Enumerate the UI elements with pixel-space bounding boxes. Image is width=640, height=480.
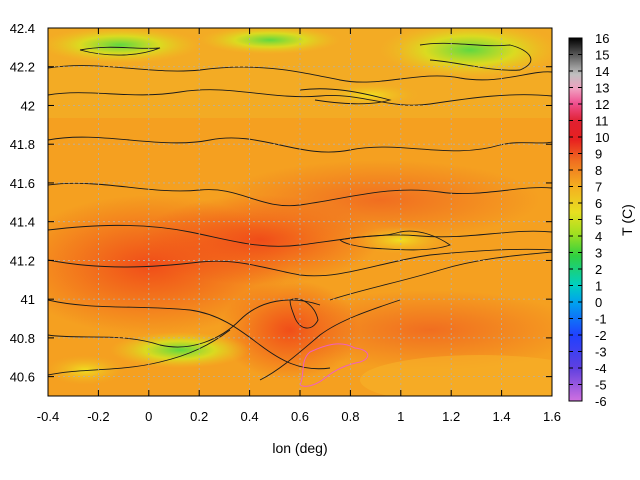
colorbar-tick-label: 0 <box>595 295 602 310</box>
colorbar-tick-label: 15 <box>595 48 609 63</box>
y-tick-label: 42.2 <box>10 60 35 75</box>
colorbar-tick-label: 6 <box>595 196 602 211</box>
x-tick-label: -0.4 <box>37 409 59 424</box>
x-tick-label: 0.8 <box>341 409 359 424</box>
x-tick-label: 0.6 <box>291 409 309 424</box>
y-tick-label: 42.4 <box>10 21 35 36</box>
colorbar-tick-label: 7 <box>595 180 602 195</box>
colorbar-tick-label: 8 <box>595 163 602 178</box>
y-tick-label: 41.2 <box>10 253 35 268</box>
colorbar-tick-label: 5 <box>595 213 602 228</box>
colorbar-label: T (C) <box>619 204 635 236</box>
colorbar-tick-label: 1 <box>595 279 602 294</box>
colorbar-tick-label: 3 <box>595 246 602 261</box>
y-axis-ticks: 42.4 42.2 42 41.8 41.6 41.4 41.2 41 40.8 40.6 <box>10 21 552 385</box>
x-tick-label: 1.2 <box>442 409 460 424</box>
contour-low-pink <box>299 343 369 387</box>
colorbar-tick-label: 9 <box>595 147 602 162</box>
colorbar-tick-label: -6 <box>595 394 607 409</box>
grid-lines <box>48 28 552 396</box>
colorbar-tick-label: 11 <box>595 114 609 129</box>
x-tick-label: 1.6 <box>543 409 561 424</box>
y-tick-label: 40.6 <box>10 370 35 385</box>
y-tick-label: 40.8 <box>10 331 35 346</box>
y-tick-label: 41 <box>21 292 35 307</box>
colorbar-tick-label: 14 <box>595 64 609 79</box>
y-tick-label: 41.6 <box>10 176 35 191</box>
x-tick-label: 0 <box>145 409 152 424</box>
x-tick-label: 1.4 <box>493 409 511 424</box>
colorbar-tick-label: 16 <box>595 31 609 46</box>
colorbar-tick-label: 12 <box>595 97 609 112</box>
y-tick-label: 41.4 <box>10 215 35 230</box>
y-tick-label: 42 <box>21 98 35 113</box>
colorbar-tick-label: 2 <box>595 262 602 277</box>
colorbar-tick-label: 13 <box>595 81 609 96</box>
colorbar-tick-label: 10 <box>595 130 609 145</box>
contour-lines <box>48 42 552 381</box>
x-axis-label: lon (deg) <box>272 440 327 456</box>
x-tick-label: 0.4 <box>241 409 259 424</box>
colorbar-tick-label: -2 <box>595 328 607 343</box>
colorbar-tick-label: 4 <box>595 229 602 244</box>
x-tick-label: -0.2 <box>87 409 109 424</box>
colorbar-tick-label: -5 <box>595 378 607 393</box>
x-tick-label: 1 <box>397 409 404 424</box>
colorbar-tick-label: -3 <box>595 345 607 360</box>
colorbar-tick-label: -1 <box>595 312 607 327</box>
x-tick-label: 0.2 <box>190 409 208 424</box>
x-axis-ticks: -0.4 -0.2 0 0.2 0.4 0.6 0.8 1 1.2 1.4 1.6 <box>37 28 561 424</box>
y-tick-label: 41.8 <box>10 137 35 152</box>
colorbar-tick-label: -4 <box>595 361 607 376</box>
